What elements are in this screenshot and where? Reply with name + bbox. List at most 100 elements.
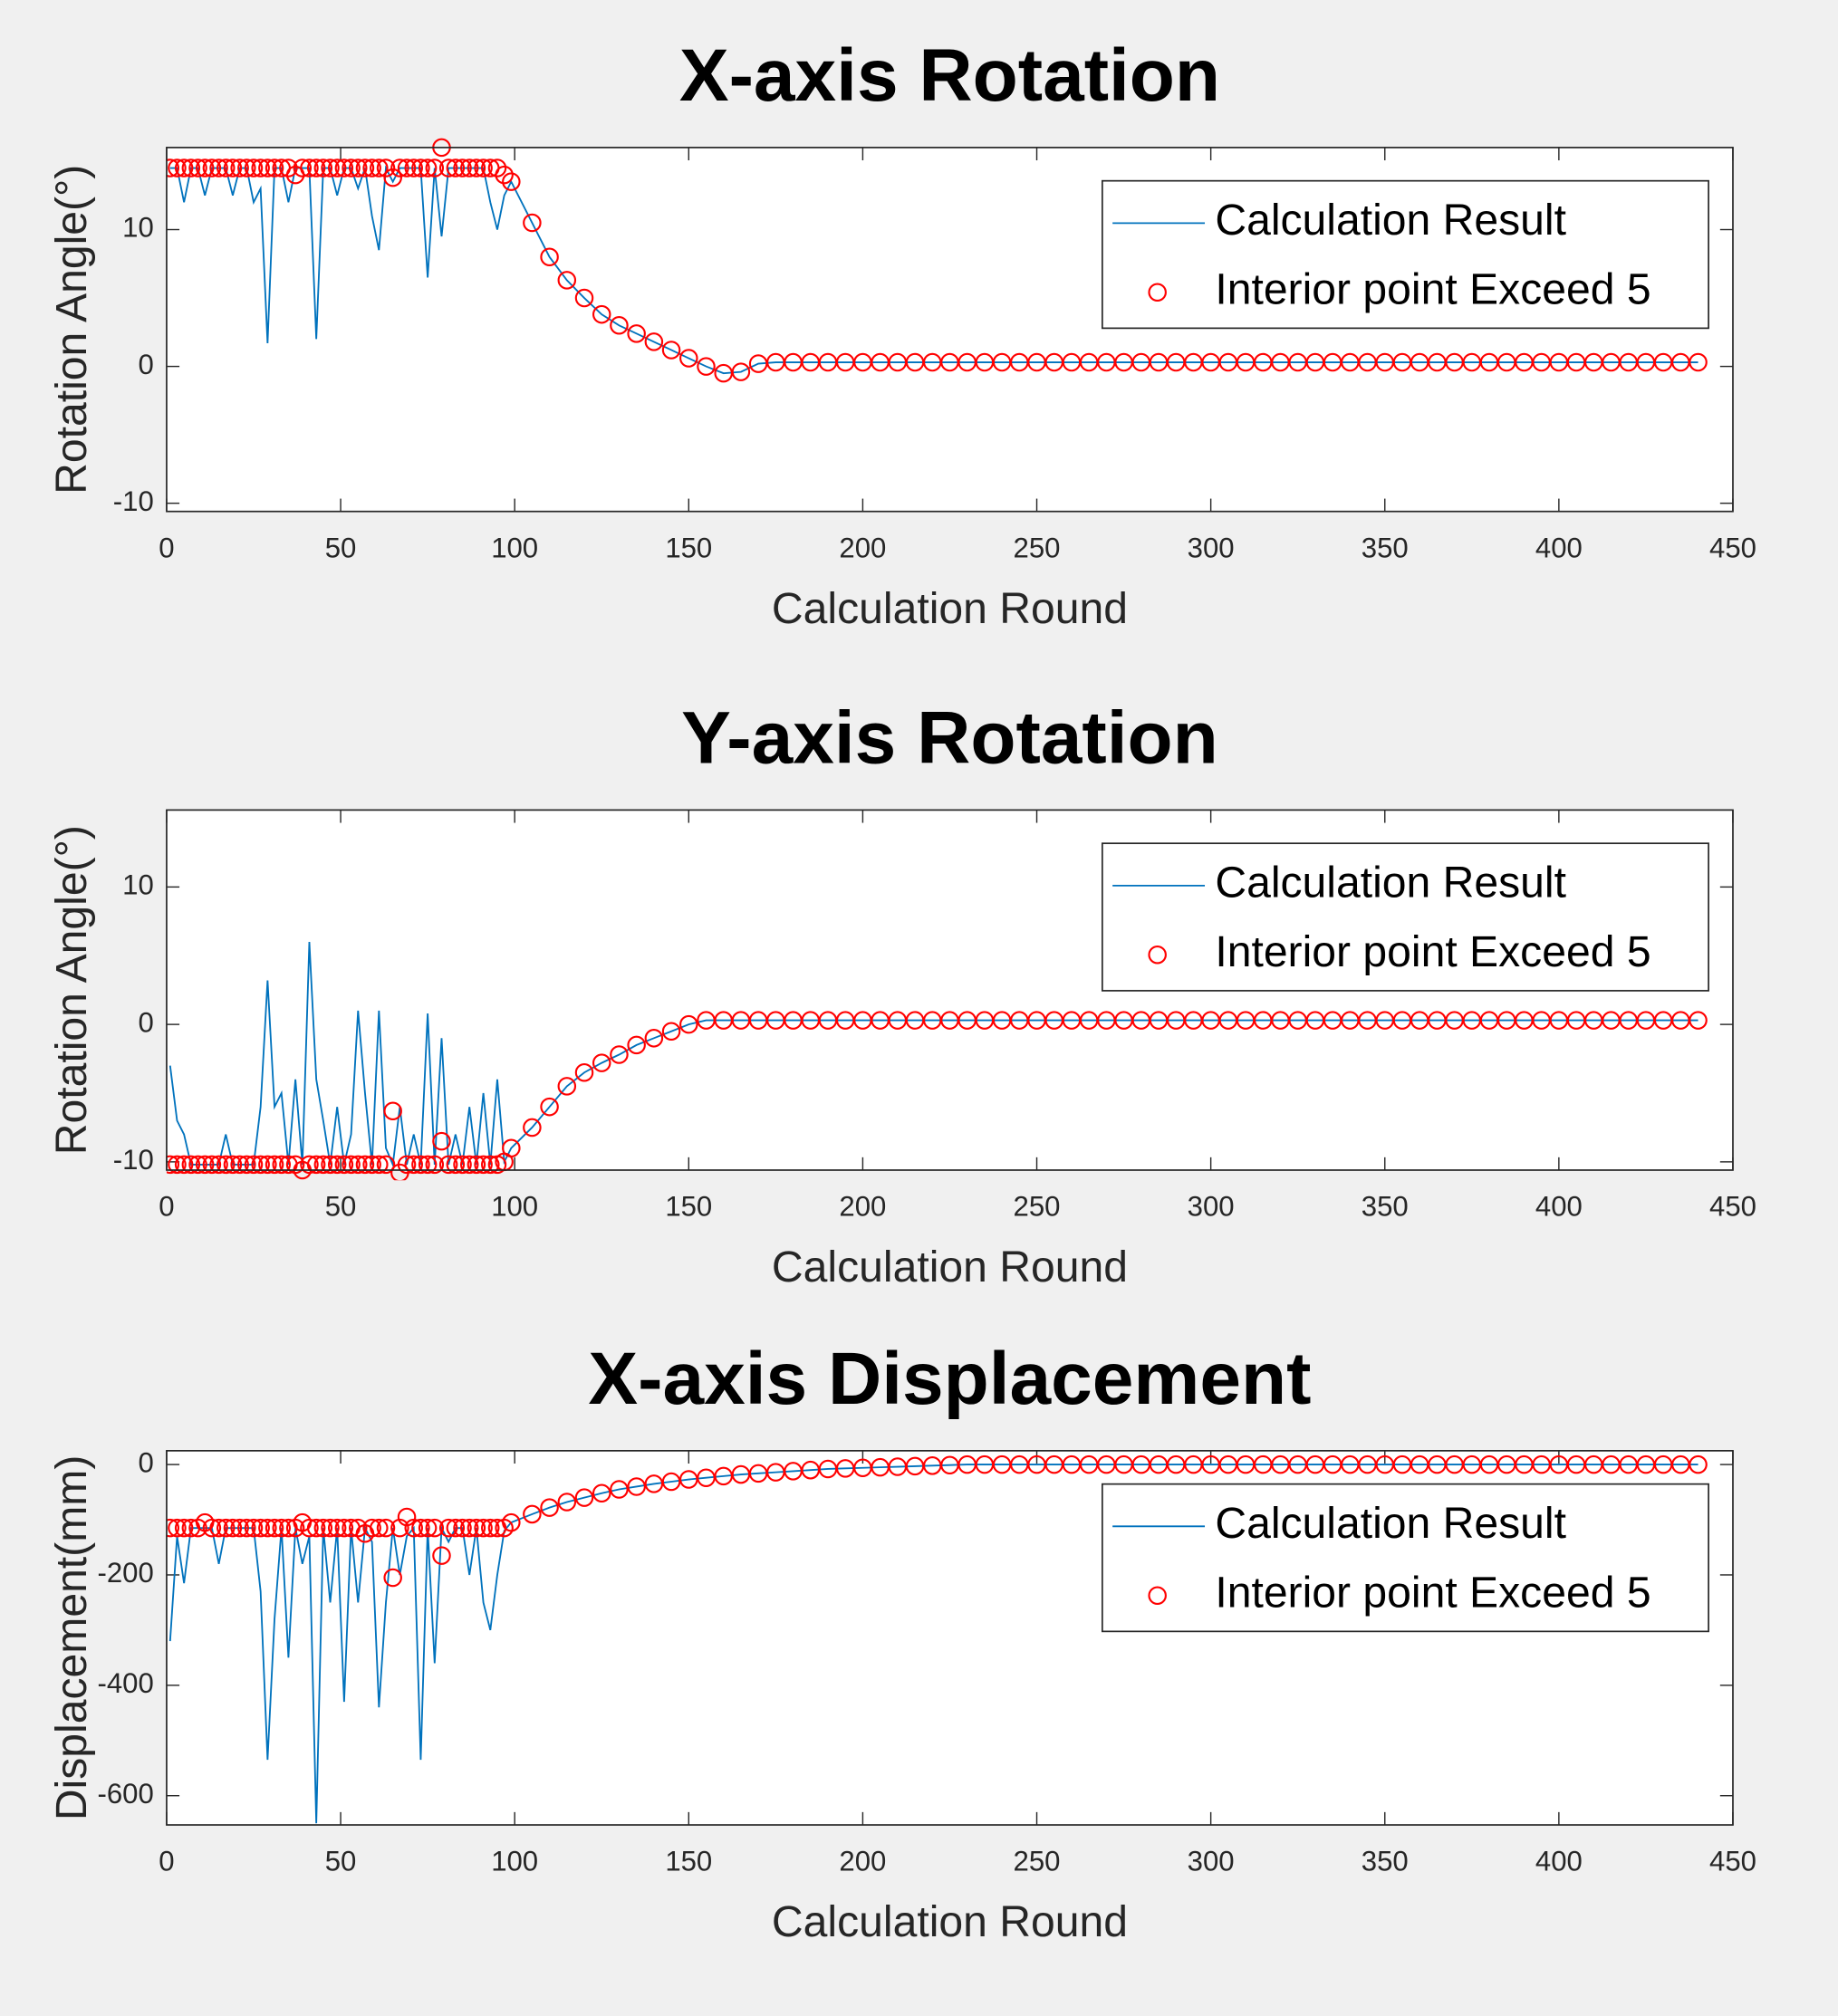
subplot: X-axis Displacement Calculation Round Disp… <box>47 1338 1756 1946</box>
x-tick-label: 450 <box>1709 1846 1756 1877</box>
x-tick-label: 200 <box>839 1846 886 1877</box>
data-marker <box>181 1155 201 1175</box>
data-marker <box>237 1155 256 1175</box>
data-marker <box>166 1155 180 1175</box>
data-marker <box>181 158 201 178</box>
data-marker <box>174 1518 194 1538</box>
data-marker <box>438 1155 458 1175</box>
x-tick-label: 350 <box>1362 1846 1409 1877</box>
data-marker <box>592 1053 611 1072</box>
data-marker <box>574 288 594 308</box>
data-marker <box>230 158 249 178</box>
data-marker <box>370 1518 389 1538</box>
plot-data <box>166 1454 1708 1824</box>
data-marker <box>217 158 236 178</box>
data-marker <box>383 1101 402 1120</box>
data-marker <box>411 1155 430 1175</box>
data-marker <box>540 1097 559 1117</box>
legend-marker <box>1148 946 1167 965</box>
x-tick-label: 50 <box>325 532 357 563</box>
data-marker <box>202 1518 222 1538</box>
data-marker <box>557 271 577 290</box>
y-axis-label: Displacement(mm) <box>47 1455 96 1821</box>
data-marker <box>418 1155 438 1175</box>
data-marker <box>376 1518 396 1538</box>
data-marker <box>223 1155 243 1175</box>
data-marker <box>523 1504 542 1524</box>
data-marker <box>166 158 180 178</box>
data-marker <box>306 1155 326 1175</box>
data-marker <box>300 158 319 178</box>
data-marker <box>244 1518 264 1538</box>
data-marker <box>188 1155 207 1175</box>
y-tick-label: 10 <box>122 212 154 244</box>
data-marker <box>474 1518 493 1538</box>
data-marker <box>300 1518 319 1538</box>
data-marker <box>1689 1454 1708 1474</box>
data-marker <box>481 1518 500 1538</box>
data-marker <box>334 1155 354 1175</box>
data-marker <box>1689 1011 1708 1030</box>
x-axis-label: Calculation Round <box>772 1243 1128 1291</box>
data-marker <box>432 1546 451 1565</box>
data-marker <box>453 1155 472 1175</box>
data-marker <box>327 1518 347 1538</box>
data-marker <box>404 1518 424 1538</box>
data-marker <box>446 1155 466 1175</box>
data-marker <box>557 1493 577 1512</box>
data-marker <box>188 158 207 178</box>
data-marker <box>258 1518 277 1538</box>
data-marker <box>502 1512 521 1532</box>
axes-box <box>166 147 1734 513</box>
chart-title: X-axis Displacement <box>588 1338 1311 1420</box>
y-tick-label: -600 <box>98 1778 154 1810</box>
y-tick-label: 0 <box>138 1006 153 1038</box>
legend: Calculation Result Interior point Exceed … <box>1101 1483 1709 1633</box>
data-marker <box>168 158 187 178</box>
data-marker <box>313 1518 333 1538</box>
data-marker <box>495 165 514 185</box>
data-marker <box>383 168 402 187</box>
legend: Calculation Result Interior point Exceed … <box>1101 842 1709 992</box>
data-marker <box>627 1035 646 1055</box>
data-marker <box>418 158 438 178</box>
legend-label: Interior point Exceed 5 <box>1215 264 1650 313</box>
x-tick-label: 100 <box>491 532 538 563</box>
data-marker <box>557 1077 577 1096</box>
data-marker <box>376 1155 396 1175</box>
y-tick-label: -10 <box>113 485 154 517</box>
legend-marker <box>1148 1586 1167 1606</box>
data-marker <box>362 158 381 178</box>
data-marker <box>174 158 194 178</box>
x-tick-label: 350 <box>1362 532 1409 563</box>
data-marker <box>502 1138 521 1157</box>
data-marker <box>168 1518 187 1538</box>
x-tick-label: 300 <box>1188 1846 1235 1877</box>
legend-box <box>1101 842 1709 992</box>
data-marker <box>425 1518 445 1538</box>
data-marker <box>321 158 340 178</box>
data-marker <box>502 172 521 191</box>
data-marker <box>334 1518 354 1538</box>
data-marker <box>237 1518 256 1538</box>
legend-label: Calculation Result <box>1215 859 1566 907</box>
data-marker <box>453 158 472 178</box>
x-tick-label: 350 <box>1362 1191 1409 1223</box>
data-marker <box>418 1518 438 1538</box>
data-marker <box>474 158 493 178</box>
data-marker <box>661 1472 681 1492</box>
data-marker <box>610 1045 629 1064</box>
data-marker <box>258 1155 277 1175</box>
x-tick-label: 300 <box>1188 1191 1235 1223</box>
data-marker <box>362 1518 381 1538</box>
data-marker <box>459 1518 479 1538</box>
chart-title: X-axis Rotation <box>679 34 1220 117</box>
data-marker <box>644 1474 664 1493</box>
data-marker <box>540 1498 559 1517</box>
data-marker <box>321 1518 340 1538</box>
data-marker <box>679 349 698 368</box>
data-marker <box>459 158 479 178</box>
data-marker <box>446 1518 466 1538</box>
data-marker <box>300 1155 319 1175</box>
data-marker <box>209 1155 228 1175</box>
